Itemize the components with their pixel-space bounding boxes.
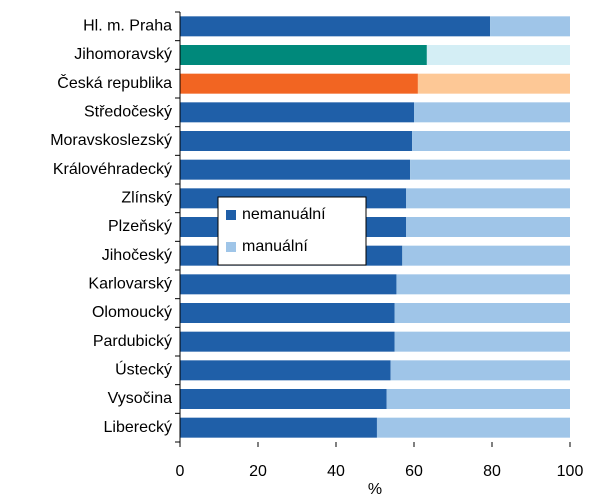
bar-segment bbox=[376, 417, 570, 438]
bar-segment bbox=[180, 131, 413, 151]
bar-segment bbox=[180, 303, 395, 323]
bar-segment bbox=[394, 303, 570, 323]
y-tick-label: Ústecký bbox=[115, 360, 172, 379]
bar-segment bbox=[406, 188, 570, 209]
legend: nemanuální manuální bbox=[217, 196, 367, 266]
bar-segment bbox=[180, 16, 491, 37]
y-tick-label: Zlínský bbox=[121, 190, 172, 207]
bar-segment bbox=[180, 274, 397, 295]
y-tick-label: Jihočeský bbox=[102, 247, 172, 264]
bar-segment bbox=[402, 245, 570, 266]
bar-segment bbox=[414, 102, 570, 123]
y-tick-label: Královéhradecký bbox=[53, 161, 172, 178]
bar-segment bbox=[180, 159, 411, 180]
bar-segment bbox=[390, 360, 570, 381]
y-tick-label: Moravskoslezský bbox=[50, 132, 172, 149]
x-tick-label: 60 bbox=[405, 463, 423, 480]
legend-box bbox=[217, 196, 367, 266]
bar-segment bbox=[412, 131, 570, 151]
x-tick-label: 40 bbox=[327, 463, 345, 480]
bar-segment bbox=[180, 389, 387, 409]
bar-segment bbox=[426, 45, 570, 65]
legend-label: nemanuální bbox=[242, 206, 326, 223]
bar-segment bbox=[417, 73, 570, 94]
bar-segment bbox=[180, 73, 418, 94]
y-tick-label: Vysočina bbox=[108, 390, 172, 407]
y-tick-label: Česká republika bbox=[57, 73, 172, 92]
x-tick-label: 0 bbox=[176, 463, 185, 480]
bar-segment bbox=[386, 389, 570, 409]
y-tick-label: Olomoucký bbox=[92, 304, 172, 321]
bar-segment bbox=[180, 360, 391, 381]
x-tick-label: 80 bbox=[483, 463, 501, 480]
bar-segment bbox=[180, 331, 395, 352]
bar-segment bbox=[406, 217, 570, 237]
bar-segment bbox=[410, 159, 570, 180]
x-axis-label: % bbox=[368, 481, 382, 495]
y-tick-label: Jihomoravský bbox=[74, 46, 172, 63]
bar-segment bbox=[180, 417, 377, 438]
legend-swatch bbox=[226, 242, 236, 252]
y-tick-label: Plzeňský bbox=[108, 218, 172, 235]
y-tick-label: Karlovarský bbox=[88, 276, 172, 293]
y-tick-label: Liberecký bbox=[104, 419, 172, 436]
bar-segment bbox=[396, 274, 570, 295]
bar-segment bbox=[394, 331, 570, 352]
bar-segment bbox=[490, 16, 570, 37]
y-tick-label: Středočeský bbox=[84, 104, 172, 121]
y-tick-label: Hl. m. Praha bbox=[83, 18, 172, 35]
legend-swatch bbox=[226, 210, 236, 220]
bar-segment bbox=[180, 102, 414, 123]
y-tick-label: Pardubický bbox=[93, 333, 172, 350]
legend-label: manuální bbox=[242, 238, 308, 255]
x-tick-label: 100 bbox=[557, 463, 584, 480]
bar-segment bbox=[180, 45, 427, 65]
x-tick-label: 20 bbox=[249, 463, 267, 480]
